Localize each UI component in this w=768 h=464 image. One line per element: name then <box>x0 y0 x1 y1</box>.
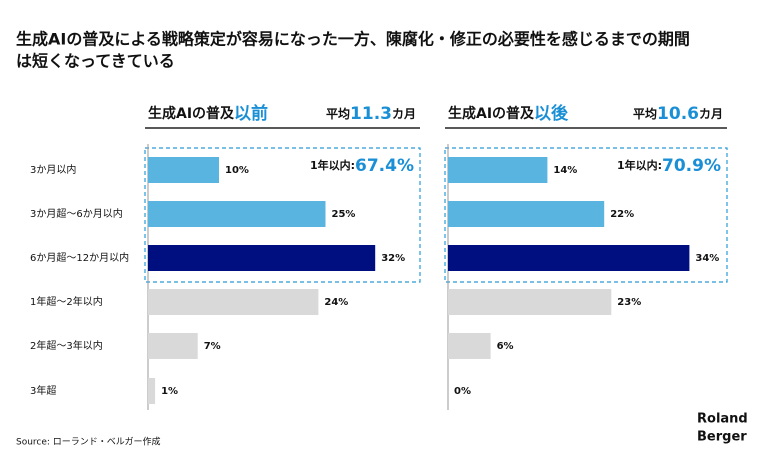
category-label: 3か月超～6か月以内 <box>30 207 123 220</box>
bar <box>148 157 219 183</box>
annotation: 1年以内:70.9% <box>617 156 721 176</box>
annotation-label: 1年以内: <box>310 158 355 172</box>
header-emph: 以前 <box>234 103 268 124</box>
bar <box>148 378 156 404</box>
header-text: 生成AIの普及 <box>448 105 535 122</box>
bar <box>448 157 548 183</box>
value-label: 25% <box>332 209 356 220</box>
value-label: 24% <box>324 297 348 308</box>
header-text: 生成AIの普及 <box>148 105 235 122</box>
average: 平均11.3カ月 <box>326 104 416 124</box>
average: 平均10.6カ月 <box>633 104 723 124</box>
average-value: 10.6 <box>657 104 699 124</box>
annotation-label: 1年以内: <box>617 158 662 172</box>
source: Source: ローランド・ベルガー作成 <box>16 436 161 448</box>
value-label: 7% <box>204 341 221 352</box>
bar <box>148 201 326 227</box>
average-label: 平均 <box>326 106 350 121</box>
bar <box>148 333 198 359</box>
value-label: 0% <box>454 386 471 397</box>
header-emph: 以後 <box>534 103 569 124</box>
bar <box>448 245 690 271</box>
bar <box>148 289 319 315</box>
bar <box>448 333 491 359</box>
category-label: 1年超～2年以内 <box>30 295 103 308</box>
category-label: 2年超～3年以内 <box>30 339 103 352</box>
value-label: 14% <box>553 165 577 176</box>
annotation-value: 67.4% <box>355 156 414 176</box>
category-label: 3か月以内 <box>30 163 76 176</box>
average-unit: カ月 <box>699 107 723 121</box>
panel-header: 生成AIの普及以前 <box>148 103 268 124</box>
average-label: 平均 <box>633 106 657 121</box>
value-label: 23% <box>617 297 641 308</box>
logo: Berger <box>697 430 747 445</box>
category-label: 3年超 <box>30 384 56 397</box>
title-line: は短くなってきている <box>16 52 175 71</box>
bar <box>148 245 376 271</box>
highlight-box <box>444 147 728 283</box>
annotation-value: 70.9% <box>662 156 721 176</box>
title-line: 生成AIの普及による戦略策定が容易になった一方、陳腐化・修正の必要性を感じるまで… <box>16 30 690 49</box>
value-label: 22% <box>610 209 634 220</box>
panel-header: 生成AIの普及以後 <box>448 103 569 124</box>
value-label: 10% <box>225 165 249 176</box>
highlight-box <box>144 147 421 283</box>
category-label: 6か月超～12か月以内 <box>30 251 129 264</box>
logo: Roland <box>697 412 748 427</box>
value-label: 34% <box>695 253 719 264</box>
bar <box>448 289 612 315</box>
average-value: 11.3 <box>350 104 392 124</box>
average-unit: カ月 <box>392 107 416 121</box>
value-label: 1% <box>161 386 178 397</box>
bar <box>448 201 605 227</box>
value-label: 32% <box>381 253 405 264</box>
annotation: 1年以内:67.4% <box>310 156 414 176</box>
value-label: 6% <box>497 341 514 352</box>
